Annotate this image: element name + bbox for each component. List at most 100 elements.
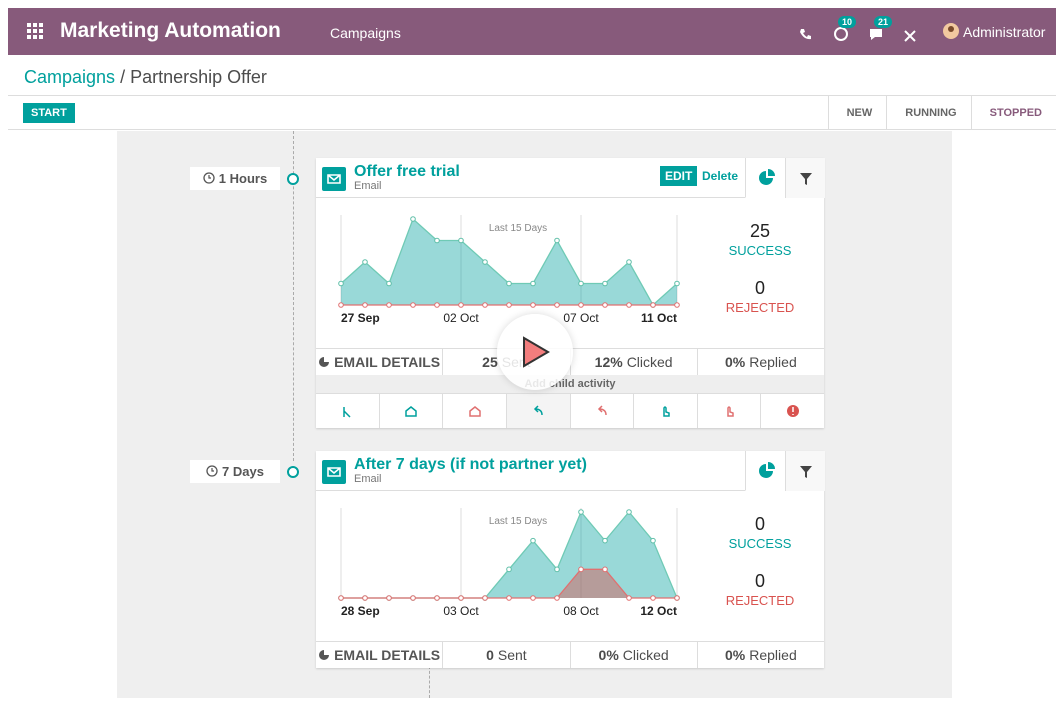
pie-icon <box>759 169 775 185</box>
stage[interactable]: STOPPED <box>970 96 1056 129</box>
stat[interactable]: EMAIL DETAILS <box>316 642 442 668</box>
graph-point <box>650 595 656 601</box>
stage[interactable]: NEW <box>846 107 873 119</box>
glyph-path <box>405 406 417 417</box>
stat[interactable]: 0% Clicked <box>569 642 697 668</box>
menu-item[interactable]: Campaigns <box>330 25 401 41</box>
pie-icon <box>759 462 775 478</box>
step: 1 Hours Offer free trial Email EDIT Delete 27… <box>117 158 952 428</box>
card-header: After 7 days (if not partner yet) Email <box>316 451 825 491</box>
timeline-dot <box>287 466 299 478</box>
stat-label: Clicked <box>626 354 673 370</box>
stat-label: EMAIL DETAILS <box>334 647 441 663</box>
glyph-path <box>663 406 671 417</box>
success-label: SUCCESS <box>729 536 792 551</box>
breadcrumb: Campaigns / Partnership Offer <box>24 67 267 88</box>
graph-label: Last 15 Days <box>489 516 547 527</box>
stats-row: EMAIL DETAILS 0 Sent 0% Clicked 0% Replied <box>316 641 824 668</box>
stat-count: 0% <box>598 647 619 663</box>
trigger-icon[interactable] <box>316 394 379 428</box>
graph-point <box>578 280 584 287</box>
card-subtitle: Email <box>354 473 382 485</box>
trigger-icon[interactable] <box>760 394 824 428</box>
clock-icon <box>206 465 218 477</box>
x-label: 02 Oct <box>443 311 479 325</box>
app-name[interactable]: Marketing Automation <box>60 19 281 42</box>
chat-icon[interactable] <box>868 26 886 42</box>
graph-point <box>626 259 632 265</box>
card-title[interactable]: Offer free trial <box>354 163 460 180</box>
x-label: 28 Sep <box>341 604 380 618</box>
graph-point <box>602 566 608 573</box>
trigger-glyph <box>468 406 481 417</box>
graph-point <box>434 237 440 244</box>
trigger-icon[interactable] <box>378 394 443 428</box>
avatar[interactable] <box>943 23 959 39</box>
glyph-path <box>727 406 734 417</box>
activity-icon[interactable] <box>833 26 849 42</box>
stat-label: Replied <box>749 647 797 663</box>
breadcrumb-link[interactable]: Campaigns <box>24 67 116 87</box>
user-name[interactable]: Administrator <box>963 24 1046 40</box>
stat[interactable]: 12% Clicked <box>569 349 697 375</box>
workflow: 1 Hours Offer free trial Email EDIT Delete 27… <box>117 131 952 698</box>
phone-icon[interactable] <box>798 27 812 41</box>
graph-point <box>602 280 608 287</box>
card-title[interactable]: After 7 days (if not partner yet) <box>354 456 587 473</box>
trigger-icon[interactable] <box>442 394 506 428</box>
chat-badge: 21 <box>874 16 893 28</box>
apps-icon[interactable] <box>26 22 46 42</box>
timeline <box>293 131 294 461</box>
graph-point <box>410 216 416 222</box>
breadcrumb-separator: / <box>120 67 126 87</box>
pie-shape <box>759 169 775 185</box>
trigger-icon[interactable] <box>633 394 697 428</box>
rejected-count: 0 <box>755 278 765 298</box>
filter-icon <box>800 466 812 478</box>
x-label: 08 Oct <box>563 604 599 618</box>
graph-point <box>458 237 464 244</box>
control-bar: START NEW RUNNING STOPPED <box>8 95 1056 130</box>
filter-shape <box>800 173 812 185</box>
graph-point <box>650 302 656 308</box>
graph-point <box>458 595 464 601</box>
stat[interactable]: 0 Sent <box>442 642 569 668</box>
stat-count: 0% <box>725 647 746 663</box>
filter-tab[interactable] <box>785 158 825 198</box>
card-subtitle: Email <box>354 180 382 192</box>
graph-tab[interactable] <box>745 158 785 198</box>
stat-count: 25 <box>482 354 498 370</box>
graph-point <box>650 537 656 544</box>
graph-point <box>458 302 464 308</box>
card-header: Offer free trial Email EDIT Delete <box>316 158 825 198</box>
graph-tab[interactable] <box>745 451 785 491</box>
tools-icon[interactable] <box>903 29 917 43</box>
trigger-glyph <box>786 405 799 417</box>
trigger-icons <box>316 393 824 428</box>
stage[interactable]: RUNNING <box>886 96 970 129</box>
stat[interactable]: EMAIL DETAILS <box>316 349 442 375</box>
graph-point <box>434 302 440 308</box>
card-action[interactable]: EDIT <box>660 166 698 186</box>
stat[interactable]: 0% Replied <box>696 642 824 668</box>
play-button[interactable] <box>497 314 573 390</box>
stat-label: Replied <box>749 354 797 370</box>
trigger-icon[interactable] <box>505 394 570 428</box>
clock-icon <box>203 172 215 184</box>
graph-point <box>482 595 488 601</box>
card-action[interactable]: Delete <box>702 169 739 183</box>
x-label: 11 Oct <box>641 311 677 325</box>
trigger-icon[interactable] <box>696 394 761 428</box>
trigger-glyph <box>405 406 417 417</box>
activity-card: After 7 days (if not partner yet) Email 28… <box>316 451 825 668</box>
activity-graph: 28 Sep 03 Oct 08 Oct 12 Oct Last 15 Days 0 SUC… <box>338 508 794 618</box>
graph-point <box>530 595 536 601</box>
stat[interactable]: 0% Replied <box>696 349 824 375</box>
start-button[interactable]: START <box>23 103 75 123</box>
filter-tab[interactable] <box>785 451 825 491</box>
graph-point <box>554 237 560 244</box>
graph-point <box>602 537 608 544</box>
trigger-icon[interactable] <box>569 394 634 428</box>
graph-point <box>506 595 512 601</box>
clock-hand <box>208 175 211 179</box>
